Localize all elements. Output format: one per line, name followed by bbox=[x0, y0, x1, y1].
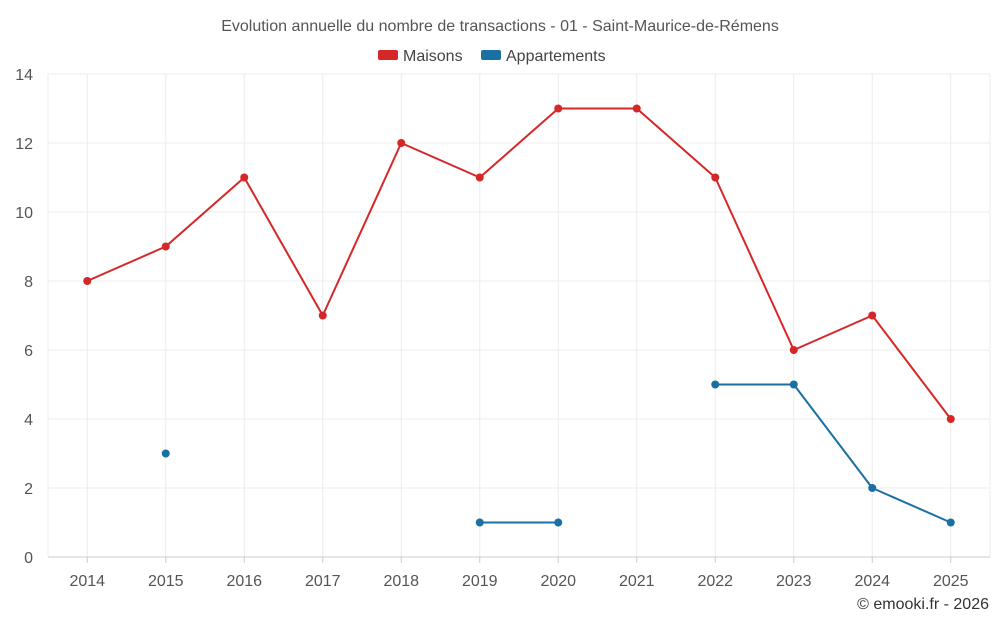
point-maisons-2019[interactable] bbox=[475, 173, 484, 182]
legend-swatch-appartements[interactable] bbox=[481, 50, 501, 60]
series-appartements bbox=[161, 380, 955, 527]
point-maisons-2021[interactable] bbox=[632, 104, 641, 113]
point-maisons-2022[interactable] bbox=[711, 173, 720, 182]
x-tick-label: 2025 bbox=[933, 573, 969, 590]
x-tick-label: 2015 bbox=[148, 573, 184, 590]
x-tick-label: 2024 bbox=[854, 573, 890, 590]
point-maisons-2024[interactable] bbox=[868, 311, 877, 320]
y-tick-label: 6 bbox=[24, 343, 33, 360]
grid bbox=[47, 73, 991, 557]
y-tick-label: 0 bbox=[24, 550, 33, 567]
x-tick-label: 2019 bbox=[462, 573, 498, 590]
x-tick-label: 2017 bbox=[305, 573, 341, 590]
point-appartements-2022[interactable] bbox=[711, 380, 720, 389]
chart-title: Evolution annuelle du nombre de transact… bbox=[221, 18, 779, 35]
legend-label-appartements[interactable]: Appartements bbox=[506, 48, 606, 65]
point-maisons-2018[interactable] bbox=[397, 139, 406, 147]
point-appartements-2025[interactable] bbox=[946, 518, 955, 527]
credit-text: © emooki.fr - 2026 bbox=[857, 596, 989, 613]
legend: Maisons Appartements bbox=[378, 48, 606, 65]
series-line-maisons bbox=[86, 107, 952, 420]
axes: 0 2 4 6 8 10 12 14 2014 2015 2016 2017 2018 2019 2020 2… bbox=[15, 67, 990, 590]
series-line-appartements bbox=[715, 383, 952, 524]
y-tick-label: 2 bbox=[24, 481, 33, 498]
x-tick-label: 2018 bbox=[383, 573, 419, 590]
legend-label-maisons[interactable]: Maisons bbox=[403, 48, 463, 65]
x-tick-label: 2022 bbox=[697, 573, 733, 590]
point-maisons-2023[interactable] bbox=[789, 346, 798, 354]
series-maisons bbox=[83, 104, 955, 423]
x-tick-label: 2014 bbox=[69, 573, 105, 590]
series bbox=[83, 104, 955, 527]
y-tick-label: 8 bbox=[24, 274, 33, 291]
y-tick-label: 4 bbox=[24, 412, 33, 429]
x-tick-label: 2023 bbox=[776, 573, 812, 590]
x-tick-label: 2020 bbox=[540, 573, 576, 590]
point-maisons-2025[interactable] bbox=[946, 415, 955, 423]
legend-swatch-maisons[interactable] bbox=[378, 50, 398, 60]
x-tick-label: 2016 bbox=[226, 573, 262, 590]
point-maisons-2020[interactable] bbox=[554, 104, 563, 113]
point-appartements-2019[interactable] bbox=[475, 518, 484, 527]
point-appartements-2015[interactable] bbox=[161, 449, 170, 458]
y-tick-label: 14 bbox=[15, 67, 33, 84]
point-maisons-2016[interactable] bbox=[240, 173, 249, 182]
point-appartements-2023[interactable] bbox=[789, 380, 798, 389]
x-tick-label: 2021 bbox=[619, 573, 655, 590]
point-appartements-2024[interactable] bbox=[868, 484, 877, 492]
point-maisons-2015[interactable] bbox=[161, 242, 170, 251]
point-appartements-2020[interactable] bbox=[554, 518, 563, 527]
y-tick-label: 10 bbox=[15, 205, 33, 222]
point-maisons-2017[interactable] bbox=[318, 311, 327, 320]
point-maisons-2014[interactable] bbox=[83, 277, 92, 285]
y-tick-label: 12 bbox=[15, 136, 33, 153]
